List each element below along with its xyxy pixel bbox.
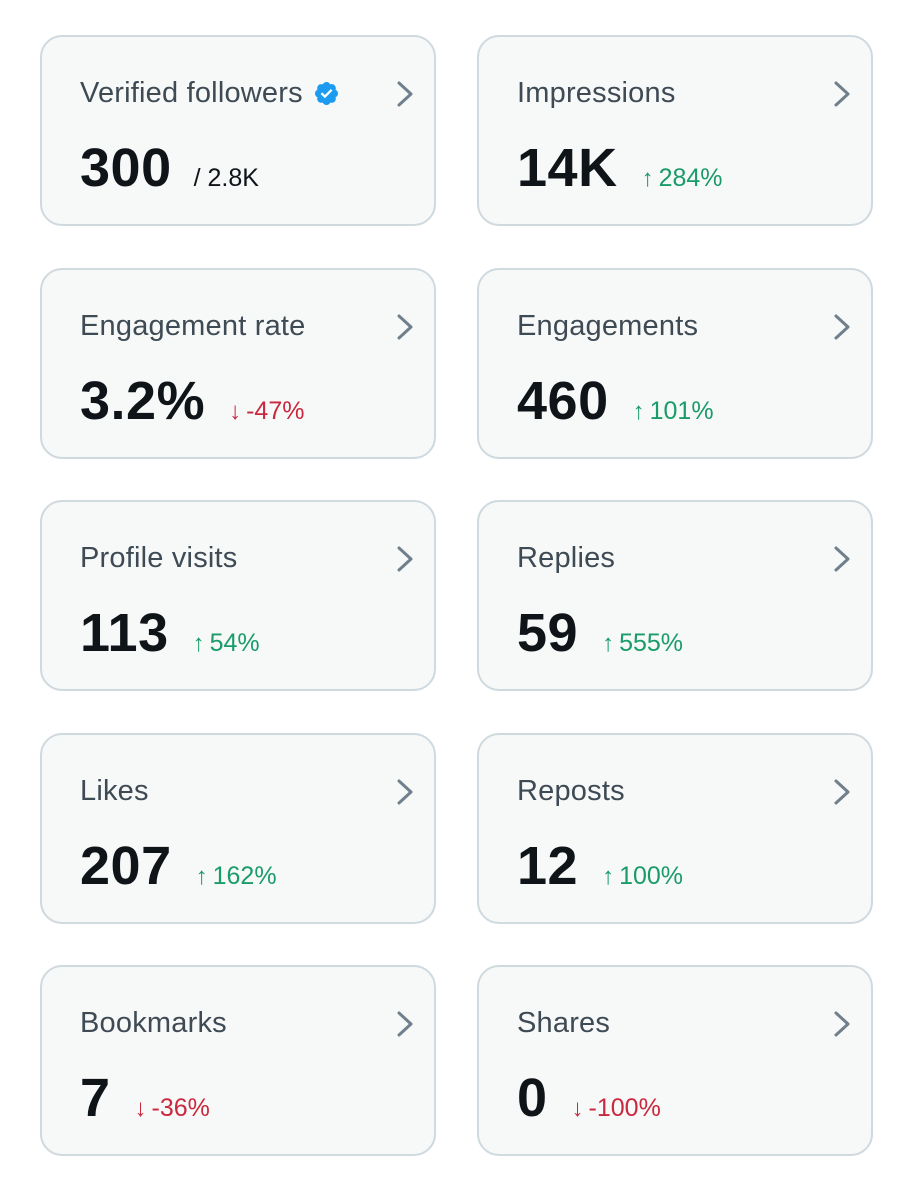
chevron-right-icon — [834, 1011, 850, 1037]
card-label-row: Verified followers — [80, 75, 340, 111]
card-value: 460 — [517, 371, 609, 431]
chevron-right-icon — [397, 546, 413, 572]
card-label-row: Replies — [517, 540, 615, 576]
card-engagement-rate[interactable]: Engagement rate 3.2% ↓ -47% — [40, 268, 436, 459]
chevron-right-icon — [397, 1011, 413, 1037]
card-value: 14K — [517, 138, 618, 198]
card-label-row: Bookmarks — [80, 1005, 227, 1041]
card-value: 207 — [80, 836, 172, 896]
card-value-row: 300 / 2.8K — [80, 137, 259, 199]
card-label: Engagements — [517, 309, 699, 342]
verified-badge-icon — [314, 81, 338, 105]
chevron-right-icon — [397, 779, 413, 805]
change-value: 162% — [212, 862, 277, 890]
card-label: Replies — [517, 541, 616, 574]
card-value: 3.2% — [80, 371, 206, 431]
chevron-right-icon — [834, 546, 850, 572]
card-value-row: 460 ↑ 101% — [517, 370, 714, 432]
card-label: Shares — [517, 1006, 611, 1039]
card-label-row: Shares — [517, 1005, 610, 1041]
arrow-up-icon: ↑ — [641, 165, 654, 192]
card-reposts[interactable]: Reposts 12 ↑ 100% — [477, 733, 873, 924]
card-value-row: 59 ↑ 555% — [517, 602, 683, 664]
change-indicator: ↑ 162% — [196, 862, 277, 891]
card-value: 113 — [80, 603, 169, 663]
card-label: Engagement rate — [80, 309, 306, 342]
card-value: 12 — [517, 836, 579, 896]
card-label: Reposts — [517, 774, 625, 807]
change-value: -36% — [151, 1094, 210, 1122]
card-value-row: 0 ↓ -100% — [517, 1067, 661, 1129]
card-value-row: 3.2% ↓ -47% — [80, 370, 304, 432]
card-value-row: 207 ↑ 162% — [80, 835, 277, 897]
change-indicator: ↓ -100% — [572, 1094, 661, 1123]
arrow-up-icon: ↑ — [602, 863, 615, 890]
card-shares[interactable]: Shares 0 ↓ -100% — [477, 965, 873, 1156]
change-value: -47% — [246, 397, 305, 425]
change-value: 555% — [619, 629, 684, 657]
chevron-right-icon — [397, 81, 413, 107]
card-label: Verified followers — [80, 76, 303, 109]
card-value: 7 — [80, 1068, 111, 1128]
change-value: 54% — [209, 629, 260, 657]
arrow-up-icon: ↑ — [192, 630, 205, 657]
card-value: 300 — [80, 138, 172, 198]
change-indicator: ↑ 54% — [193, 629, 260, 658]
change-value: -100% — [588, 1094, 661, 1122]
change-indicator: ↑ 101% — [633, 397, 714, 426]
change-value: 284% — [658, 164, 723, 192]
arrow-up-icon: ↑ — [195, 863, 208, 890]
change-indicator: ↑ 555% — [602, 629, 683, 658]
card-total: / 2.8K — [193, 164, 259, 192]
arrow-down-icon: ↓ — [229, 398, 242, 425]
card-label-row: Reposts — [517, 773, 625, 809]
arrow-up-icon: ↑ — [632, 398, 645, 425]
change-indicator: ↑ 100% — [602, 862, 683, 891]
card-label: Impressions — [517, 76, 676, 109]
card-label: Likes — [80, 774, 149, 807]
card-impressions[interactable]: Impressions 14K ↑ 284% — [477, 35, 873, 226]
change-value: 100% — [619, 862, 684, 890]
chevron-right-icon — [834, 81, 850, 107]
arrow-up-icon: ↑ — [602, 630, 615, 657]
card-likes[interactable]: Likes 207 ↑ 162% — [40, 733, 436, 924]
card-engagements[interactable]: Engagements 460 ↑ 101% — [477, 268, 873, 459]
change-indicator: ↑ 284% — [642, 164, 723, 193]
card-value-row: 113 ↑ 54% — [80, 602, 260, 664]
card-label-row: Impressions — [517, 75, 676, 111]
card-value: 59 — [517, 603, 579, 663]
card-verified-followers[interactable]: Verified followers 300 / 2.8K — [40, 35, 436, 226]
chevron-right-icon — [834, 779, 850, 805]
change-indicator: ↓ -36% — [135, 1094, 210, 1123]
card-label: Profile visits — [80, 541, 238, 574]
card-label-row: Profile visits — [80, 540, 238, 576]
card-bookmarks[interactable]: Bookmarks 7 ↓ -36% — [40, 965, 436, 1156]
arrow-down-icon: ↓ — [571, 1095, 584, 1122]
card-label-row: Likes — [80, 773, 149, 809]
card-value: 0 — [517, 1068, 548, 1128]
card-profile-visits[interactable]: Profile visits 113 ↑ 54% — [40, 500, 436, 691]
card-replies[interactable]: Replies 59 ↑ 555% — [477, 500, 873, 691]
card-value-row: 7 ↓ -36% — [80, 1067, 210, 1129]
card-label: Bookmarks — [80, 1006, 227, 1039]
chevron-right-icon — [397, 314, 413, 340]
chevron-right-icon — [834, 314, 850, 340]
arrow-down-icon: ↓ — [134, 1095, 147, 1122]
card-label-row: Engagement rate — [80, 308, 305, 344]
change-value: 101% — [649, 397, 714, 425]
card-label-row: Engagements — [517, 308, 698, 344]
change-indicator: ↓ -47% — [229, 397, 304, 426]
card-value-row: 12 ↑ 100% — [517, 835, 683, 897]
card-value-row: 14K ↑ 284% — [517, 137, 723, 199]
